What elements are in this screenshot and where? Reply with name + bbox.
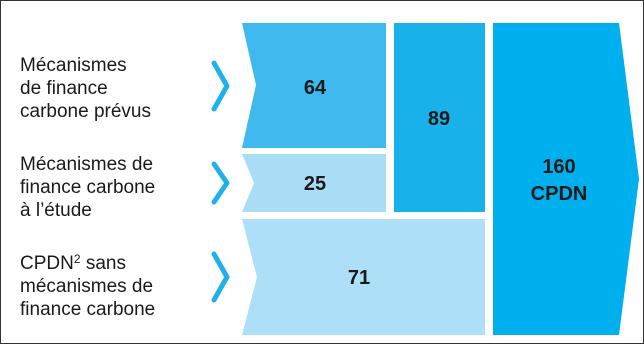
- value-total: 160: [542, 156, 575, 178]
- label-line: Mécanismes de: [20, 154, 154, 175]
- label-studied-mechanisms: Mécanismes de finance carbone à l’étude: [20, 153, 155, 222]
- label-line: mécanismes de: [20, 276, 154, 297]
- value-studied: 25: [304, 173, 326, 195]
- total-label: CPDN: [531, 183, 588, 205]
- label-sans: sans: [85, 253, 126, 274]
- label-line: de finance: [20, 78, 108, 99]
- value-without: 71: [348, 267, 370, 289]
- chevron-icon: [211, 161, 230, 205]
- block-studied: [242, 154, 386, 212]
- label-line: à l’étude: [20, 200, 92, 221]
- label-line: CPDN2 sans: [20, 252, 155, 275]
- label-line: finance carbone: [20, 299, 156, 320]
- footnote-marker: 2: [73, 252, 81, 266]
- chevron-icon: [211, 60, 230, 112]
- chevron-icon: [211, 251, 230, 303]
- block-planned: [242, 23, 386, 148]
- label-line: finance carbone: [20, 177, 156, 198]
- label-without-mechanisms: CPDN2 sans mécanismes de finance carbone: [20, 252, 155, 321]
- block-subtotal: [394, 23, 485, 212]
- value-subtotal: 89: [428, 108, 450, 130]
- label-line: carbone prévus: [20, 101, 151, 122]
- block-total: [493, 23, 639, 335]
- label-line: Mécanismes: [20, 55, 127, 76]
- value-planned: 64: [304, 77, 327, 99]
- label-planned-mechanisms: Mécanismes de finance carbone prévus: [20, 54, 151, 123]
- label-cpdn: CPDN: [20, 253, 74, 274]
- block-without: [242, 219, 485, 335]
